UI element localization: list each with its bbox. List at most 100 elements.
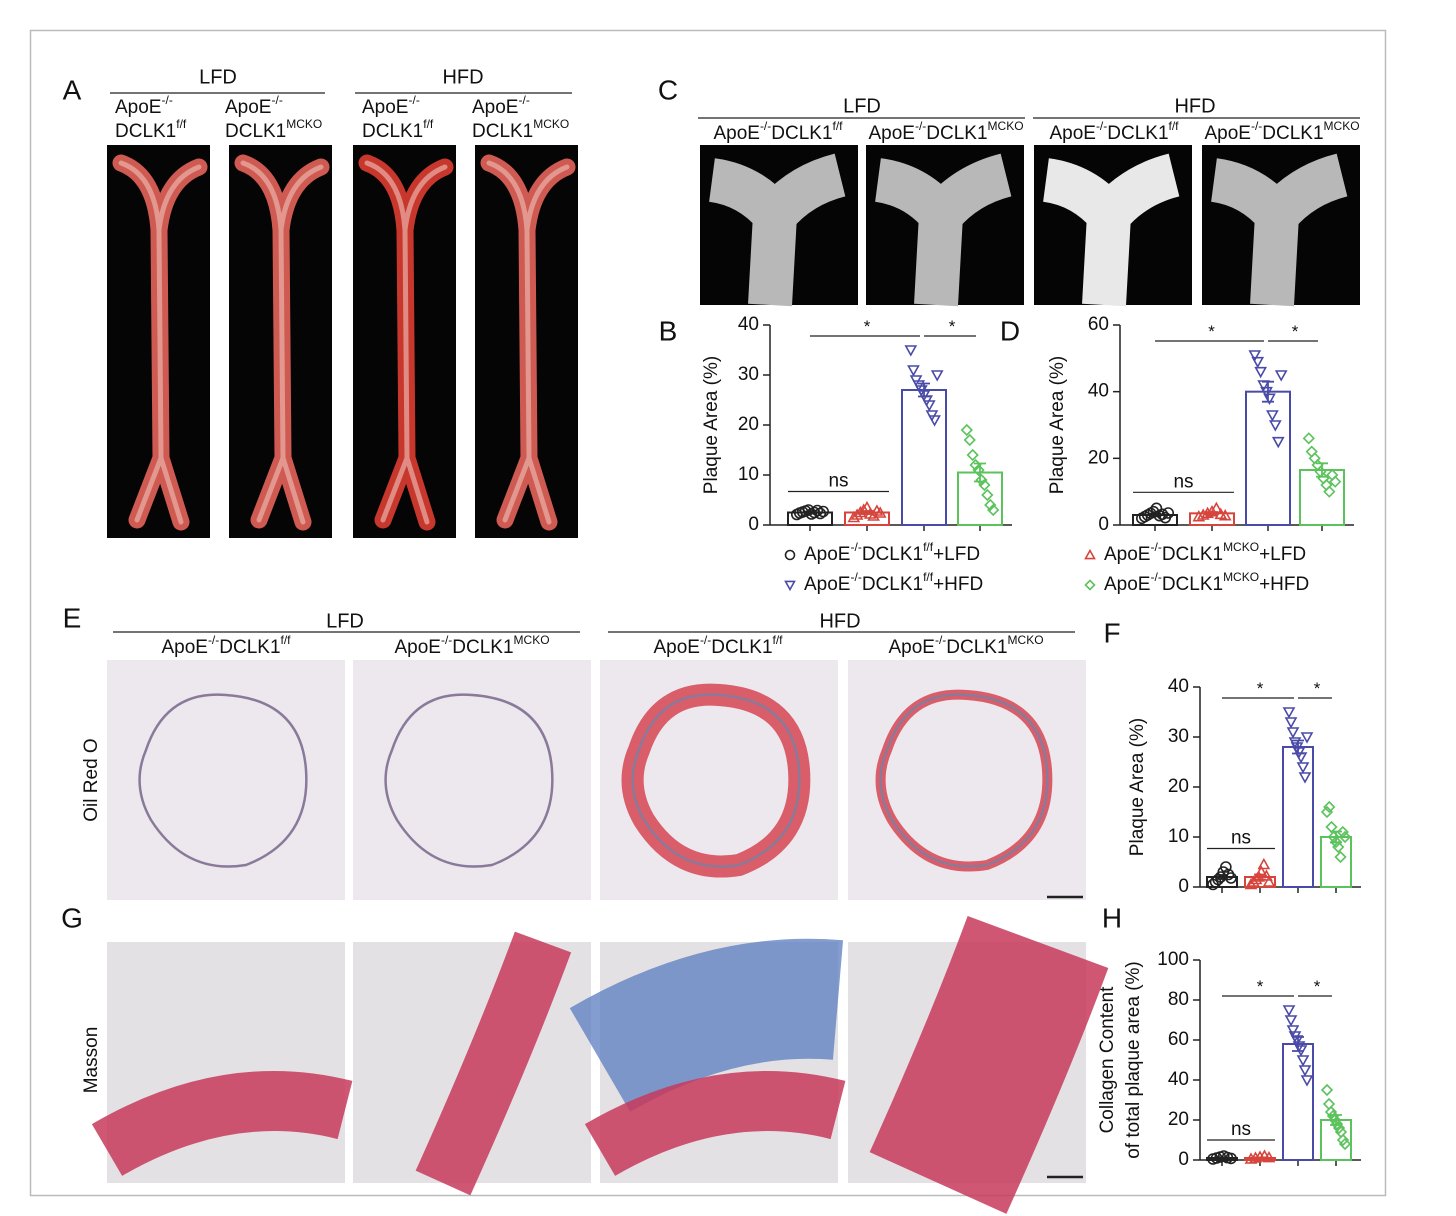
genotype-label: ApoE-/-DCLK1f/f (161, 633, 291, 658)
label-text: ApoE (161, 637, 207, 658)
data-point (857, 503, 871, 515)
label-superscript: MCKO (1223, 540, 1259, 554)
aortic-arch (708, 153, 846, 307)
data-point (1298, 772, 1312, 784)
data-point (928, 415, 941, 427)
data-point (1332, 1121, 1346, 1135)
y-tick-label: 0 (1098, 514, 1109, 535)
label-superscript: -/- (760, 119, 771, 133)
data-point (1329, 475, 1342, 488)
legend-label: ApoE-/-DCLK1f/f+HFD (804, 570, 983, 595)
label-text: DCLK1 (472, 121, 533, 142)
panel-letter: F (1103, 617, 1120, 648)
label-text: +LFD (1259, 544, 1306, 565)
genotype-label: ApoE-/- (115, 93, 173, 118)
label-text: ApoE (1049, 123, 1095, 144)
genotype-label: ApoE-/-DCLK1f/f (713, 119, 843, 144)
y-tick-label: 30 (1168, 726, 1189, 747)
data-point (1225, 1152, 1237, 1165)
data-point (1294, 1045, 1308, 1057)
data-point (978, 478, 991, 492)
y-tick-label: 20 (1088, 447, 1109, 468)
data-point (1254, 366, 1268, 379)
significance-label: * (1208, 322, 1215, 341)
label-superscript: MCKO (1008, 633, 1044, 647)
label-text: ApoE (804, 544, 850, 565)
label-superscript: f/f (923, 540, 934, 554)
label-text: ApoE (1104, 544, 1150, 565)
aorta-highlight (364, 160, 448, 525)
data-point (1323, 485, 1336, 498)
label-text: DCLK1 (946, 637, 1007, 658)
y-tick-label: 30 (738, 364, 759, 385)
panel-letter: D (1000, 315, 1020, 346)
panel-letter: C (658, 74, 678, 105)
y-tick-label: 0 (1178, 1149, 1189, 1170)
label-superscript: f/f (923, 570, 934, 584)
y-tick-label: 0 (1178, 876, 1189, 897)
label-superscript: MCKO (286, 117, 322, 131)
data-point (1300, 1075, 1314, 1087)
legend-marker (1084, 548, 1096, 560)
y-tick-label: 20 (1168, 1109, 1189, 1130)
genotype-label: ApoE-/- (225, 93, 283, 118)
legend-label: ApoE-/-DCLK1MCKO+HFD (1104, 570, 1309, 595)
data-point (1282, 1005, 1296, 1017)
aorta-highlight (486, 160, 570, 525)
data-point (1338, 1137, 1352, 1151)
muscle-fibers (415, 931, 572, 1196)
label-superscript: MCKO (1223, 570, 1259, 584)
data-point (1263, 393, 1276, 405)
y-tick-label: 10 (1168, 826, 1189, 847)
label-text: DCLK1 (771, 123, 832, 144)
y-tick-label: 80 (1168, 989, 1189, 1010)
significance-label: * (1292, 322, 1299, 341)
label-text: ApoE (1204, 123, 1250, 144)
y-tick-label: 40 (1088, 381, 1109, 402)
muscle-fibers (91, 1071, 353, 1177)
label-text: DCLK1 (862, 544, 923, 565)
label-text: DCLK1 (1262, 123, 1323, 144)
data-point (907, 365, 920, 377)
aorta-highlight (240, 160, 324, 525)
data-point (1162, 507, 1174, 519)
y-axis-title: of total plaque area (%) (1123, 961, 1144, 1159)
label-text: +HFD (1259, 574, 1309, 595)
legend-marker (784, 580, 796, 592)
data-point (1260, 386, 1273, 399)
label-superscript: -/- (271, 93, 282, 107)
data-point (1201, 506, 1214, 519)
significance-label: ns (1231, 828, 1251, 849)
label-text: ApoE (888, 637, 934, 658)
y-tick-label: 40 (738, 314, 759, 335)
data-point (873, 506, 887, 518)
data-point (1328, 1113, 1342, 1127)
data-point (975, 473, 988, 487)
genotype-label: ApoE-/-DCLK1MCKO (868, 119, 1023, 144)
label-superscript: -/- (1150, 570, 1161, 584)
group-header: LFD (199, 66, 237, 88)
data-point (1329, 835, 1343, 849)
genotype-label: ApoE-/-DCLK1MCKO (888, 633, 1043, 658)
aortic-arch (874, 153, 1012, 307)
group-header: LFD (326, 610, 364, 632)
data-point (1257, 380, 1270, 392)
data-point (1294, 752, 1308, 764)
data-point (1262, 875, 1276, 887)
data-point (1327, 830, 1340, 844)
genotype-label: ApoE-/-DCLK1MCKO (394, 633, 549, 658)
data-point (969, 458, 982, 472)
panel-letter: A (63, 74, 82, 105)
label-text: DCLK1 (862, 574, 923, 595)
label-superscript: MCKO (533, 117, 569, 131)
data-point (1254, 865, 1268, 877)
label-text: DCLK1 (1162, 544, 1223, 565)
muscle-fibers (584, 1071, 846, 1177)
row-label: Masson (81, 1027, 102, 1094)
data-point (930, 370, 944, 382)
y-axis-title: Plaque Area (%) (1127, 718, 1148, 856)
genotype-label: DCLK1f/f (362, 117, 434, 142)
genotype-label: DCLK1f/f (115, 117, 187, 142)
y-axis-title: Collagen Content (1097, 986, 1118, 1134)
data-point (1268, 420, 1282, 432)
